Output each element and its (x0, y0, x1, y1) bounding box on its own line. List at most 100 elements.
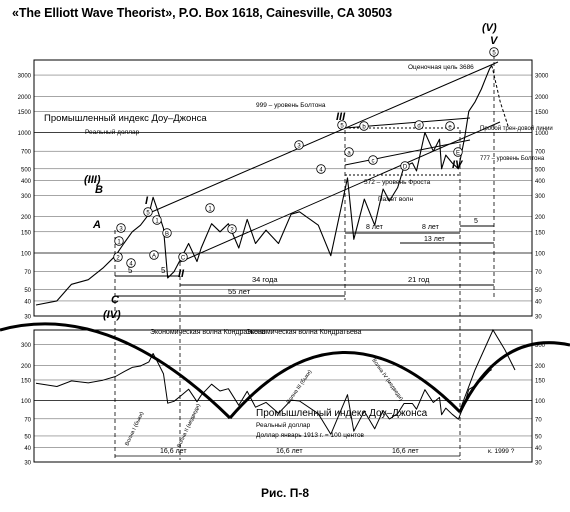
bottom-chart-grid (34, 344, 532, 463)
svg-text:e: e (448, 124, 452, 130)
svg-text:4: 4 (319, 167, 323, 173)
svg-text:E: E (456, 150, 460, 156)
wave-III: III (336, 111, 346, 123)
figure-caption: Рис. П-8 (260, 486, 310, 500)
frost-572-label: 572 – уровень Фроста (364, 179, 431, 186)
svg-text:2: 2 (116, 255, 120, 261)
bottom-ytick-left: 50 (24, 434, 31, 440)
bottom-y-axis-right: 30 40 50 70 100 150 200 300 (535, 343, 546, 466)
top-ytick-right: 100 (535, 252, 546, 258)
bottom-ytick-right: 300 (535, 343, 546, 349)
wave-marker-b: b (359, 121, 369, 131)
wave-marker-A: A (149, 250, 159, 260)
svg-text:5: 5 (146, 210, 150, 216)
wave-marker-5: 5 (489, 47, 499, 57)
wave-marker-D: D (400, 161, 410, 171)
bottom-ytick-right: 30 (535, 461, 542, 467)
top-ytick-right: 200 (535, 215, 546, 221)
dur-55: 55 лет (228, 287, 251, 296)
top-chart-subtitle: Реальный доллар (85, 128, 140, 136)
dur-5c: 5 (474, 218, 478, 225)
svg-text:A: A (152, 253, 156, 259)
top-ytick-left: 200 (21, 215, 32, 221)
bottom-chart-title: Промышленный индекс Доу–Джонса (256, 408, 428, 419)
wave-marker-d: d (414, 120, 424, 130)
top-ytick-left: 1500 (18, 110, 32, 116)
wave-I: I (145, 195, 149, 207)
svg-text:C: C (181, 255, 186, 261)
trendline-break-label: Пробой трен-довой линии (480, 125, 553, 132)
top-y-axis-left: 30 40 50 70 100 150 200 300 400 500 700 1000 1500 200… (18, 74, 32, 321)
cycle-span-2: 16,6 лет (276, 448, 303, 455)
end-label: к. 1999 ? (488, 448, 515, 455)
wave-marker-1: 1 (152, 215, 162, 225)
svg-text:2: 2 (230, 227, 234, 233)
wave-marker-B: B (162, 228, 172, 238)
wave-IV-big: (IV) (103, 309, 121, 321)
bottom-ytick-right: 150 (535, 378, 546, 384)
svg-text:b: b (362, 124, 366, 130)
kondratieff-arc-1 (0, 322, 232, 420)
svg-text:d: d (417, 123, 420, 129)
bottom-ytick-right: 50 (535, 434, 542, 440)
dur-21: 21 год (408, 275, 430, 284)
bottom-ytick-left: 300 (21, 343, 32, 349)
top-chart-frame (33, 59, 533, 317)
dur-5a: 5 (128, 266, 133, 275)
svg-text:1: 1 (208, 206, 212, 212)
wave-marker-2: 2 (227, 224, 237, 234)
wave-marker-c: c (368, 155, 378, 165)
top-chart-title: Промышленный индекс Доу–Джонса (44, 113, 207, 124)
wave-C: C (111, 294, 120, 306)
bottom-ytick-left: 40 (24, 446, 31, 452)
channel-upper (146, 61, 499, 215)
top-ytick-left: 3000 (18, 74, 32, 80)
top-ytick-left: 30 (24, 315, 31, 321)
dur-34: 34 года (252, 275, 278, 284)
top-ytick-right: 300 (535, 194, 546, 200)
wave-marker-5: 5 (337, 120, 347, 130)
top-ytick-right: 40 (535, 299, 542, 305)
top-ytick-left: 500 (21, 167, 32, 173)
svg-text:5: 5 (492, 50, 496, 56)
svg-text:B: B (165, 231, 169, 237)
top-ytick-right: 500 (535, 167, 546, 173)
top-ytick-right: 30 (535, 315, 542, 321)
bottom-ytick-left: 100 (21, 399, 32, 405)
svg-text:1: 1 (117, 239, 121, 245)
wave-labels: (III) B A C (IV) I II III IV V (V) (84, 22, 499, 321)
svg-text:D: D (403, 164, 408, 170)
duration-arrows (115, 225, 494, 297)
wave-IV: IV (452, 159, 464, 171)
kondratieff-arc-3 (458, 341, 570, 413)
bottom-ytick-left: 30 (24, 461, 31, 467)
bottom-ytick-right: 200 (535, 364, 546, 370)
top-ytick-left: 70 (24, 270, 31, 276)
bolton-999-label: 999 – уровень Болтона (256, 102, 326, 109)
wave-marker-e: e (445, 121, 455, 131)
top-ytick-left: 50 (24, 288, 31, 294)
top-ytick-right: 1500 (535, 110, 549, 116)
svg-text:3: 3 (119, 226, 123, 232)
top-ytick-left: 2000 (18, 95, 32, 101)
svg-text:c: c (372, 158, 375, 164)
wave-marker-2: 2 (113, 252, 123, 262)
top-ytick-left: 700 (21, 150, 32, 156)
wave-III-big: (III) (84, 174, 101, 186)
svg-text:4: 4 (129, 261, 133, 267)
svg-text:3: 3 (297, 143, 301, 149)
top-ytick-left: 100 (21, 252, 32, 258)
bottom-series-line (35, 353, 493, 435)
wave-V-big: (V) (482, 22, 497, 34)
dur-5b: 5 (161, 266, 166, 275)
target-label: Оценочная цель 3686 (408, 64, 474, 71)
kondratieff-label-2a: Экономическая волна Кондратьева (246, 329, 362, 336)
top-ytick-right: 3000 (535, 74, 549, 80)
cycle-span-1: 16,6 лет (160, 448, 187, 455)
top-y-axis-right: 30 40 50 70 100 150 200 300 400 500 700 1000 1500 200… (535, 74, 549, 321)
top-ytick-left: 40 (24, 299, 31, 305)
bottom-chart-subtitle: Реальный доллар (256, 421, 311, 429)
svg-text:5: 5 (340, 123, 344, 129)
top-ytick-left: 150 (21, 230, 32, 236)
